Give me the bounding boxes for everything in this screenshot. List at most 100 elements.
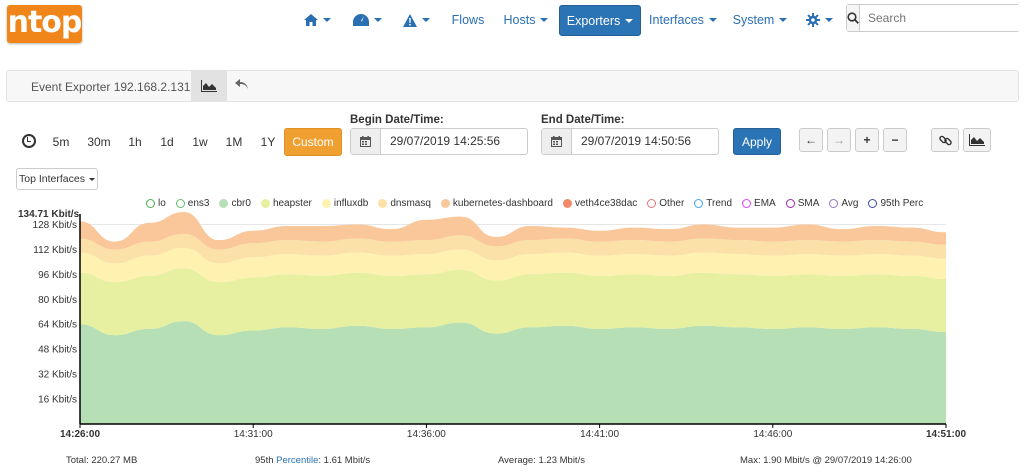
legend-item[interactable]: influxdb	[321, 196, 368, 210]
series-area	[80, 247, 946, 283]
alerts-menu[interactable]	[396, 5, 436, 35]
legend-swatch	[260, 198, 270, 208]
legend-item[interactable]: kubernetes-dashboard	[440, 196, 553, 210]
back-icon[interactable]	[235, 77, 253, 95]
range-1h[interactable]: 1h	[128, 135, 142, 149]
y-tick-label: 128 Kbit/s	[33, 220, 77, 231]
gear-icon	[805, 13, 820, 27]
legend-swatch	[146, 198, 155, 208]
legend-item[interactable]: heapster	[260, 196, 312, 210]
settings-menu[interactable]	[802, 5, 836, 35]
legend-item[interactable]: EMA	[742, 196, 776, 210]
legend-item[interactable]: Other	[647, 196, 684, 210]
footer-perc-value: : 1.61 Mbit/s	[318, 455, 371, 466]
legend-label: SMA	[797, 197, 820, 209]
arrow-left-icon: ←	[805, 133, 817, 147]
end-datetime-input[interactable]: 29/07/2019 14:50:56	[581, 134, 692, 148]
legend-swatch	[562, 198, 572, 208]
search-button[interactable]	[847, 5, 860, 31]
search-box	[846, 4, 1023, 32]
traffic-chart: 134.71 Kbit/s 16 Kbit/s 32 Kbit/s 48 Kbit/s…	[18, 209, 966, 440]
home-menu[interactable]	[298, 5, 336, 35]
range-1w[interactable]: 1w	[192, 135, 208, 149]
arrow-right-icon: →	[833, 133, 845, 147]
x-tick-label: 14:36:00	[407, 429, 446, 440]
zoom-out-button[interactable]: −	[883, 128, 907, 152]
y-tick-label: 48 Kbit/s	[38, 345, 77, 356]
legend-item[interactable]: ens3	[175, 196, 210, 210]
legend-label: ens3	[187, 197, 210, 209]
plus-icon: +	[863, 133, 871, 147]
legend-label: kubernetes-dashboard	[452, 197, 553, 209]
legend-label: veth4ce38dac	[574, 197, 638, 209]
zoom-in-button[interactable]: +	[855, 128, 879, 152]
calendar-icon[interactable]	[542, 129, 572, 154]
y-tick-label: 96 Kbit/s	[38, 270, 77, 281]
begin-datetime-input[interactable]: 29/07/2019 14:25:56	[390, 134, 501, 148]
top-interfaces-label: Top Interfaces	[19, 173, 85, 185]
nav-flows[interactable]: Flows	[451, 13, 485, 27]
legend-label: cbr0	[231, 197, 251, 209]
legend-label: heapster	[272, 197, 312, 209]
breadcrumb-bar: Event Exporter 192.168.2.131	[6, 70, 1019, 102]
y-tick-label: 80 Kbit/s	[38, 295, 77, 306]
legend-label: EMA	[754, 197, 776, 209]
exporter-title: Event Exporter 192.168.2.131	[31, 80, 191, 94]
begin-label: Begin Date/Time:	[350, 114, 444, 126]
legend-swatch	[868, 198, 878, 208]
range-custom[interactable]: Custom	[284, 128, 342, 156]
end-label: End Date/Time:	[541, 114, 625, 126]
begin-datetime: 29/07/2019 14:25:56	[350, 128, 528, 155]
legend-item[interactable]: Trend	[694, 196, 732, 210]
nav-system[interactable]: System	[730, 5, 790, 35]
legend-swatch	[742, 198, 752, 208]
x-tick-label: 14:41:00	[580, 429, 619, 440]
legend-item[interactable]: 95th Perc	[868, 196, 923, 210]
search-input[interactable]	[860, 5, 1023, 31]
calendar-icon[interactable]	[351, 129, 381, 154]
range-1d[interactable]: 1d	[160, 135, 174, 149]
shift-forward-button[interactable]: →	[827, 128, 851, 152]
y-max-label: 134.71 Kbit/s	[18, 209, 80, 220]
link-icon	[938, 135, 952, 145]
legend-swatch	[694, 198, 704, 208]
legend-item[interactable]: veth4ce38dac	[562, 196, 638, 210]
top-navbar: ntop Flows Hosts Exporters Interfaces Sy…	[0, 0, 1024, 44]
legend-item[interactable]: Avg	[829, 196, 858, 210]
ntop-logo[interactable]: ntop	[7, 5, 82, 43]
x-tick-label: 14:51:00	[926, 429, 966, 440]
top-interfaces-dropdown[interactable]: Top Interfaces	[16, 168, 98, 190]
legend-swatch	[175, 198, 185, 208]
nav-interfaces[interactable]: Interfaces	[648, 5, 718, 35]
legend-label: Avg	[841, 197, 859, 209]
nav-exporters-label: Exporters	[566, 13, 621, 28]
apply-button[interactable]: Apply	[733, 128, 781, 155]
nav-exporters[interactable]: Exporters	[559, 5, 641, 36]
percentile-link[interactable]: Percentile	[276, 455, 319, 466]
legend-item[interactable]: SMA	[785, 196, 820, 210]
range-5m[interactable]: 5m	[52, 135, 70, 149]
minus-icon: −	[891, 133, 899, 147]
chart-type-button[interactable]	[963, 128, 991, 152]
nav-hosts[interactable]: Hosts	[500, 5, 552, 35]
chart-tab[interactable]	[191, 71, 227, 101]
range-30m[interactable]: 30m	[87, 135, 111, 149]
range-1M[interactable]: 1M	[225, 135, 243, 149]
y-tick-label: 16 Kbit/s	[38, 395, 77, 406]
legend-item[interactable]: cbr0	[219, 196, 251, 210]
series-area	[80, 211, 946, 250]
shift-back-button[interactable]: ←	[799, 128, 823, 152]
x-tick-label: 14:26:00	[60, 429, 100, 440]
nav-interfaces-label: Interfaces	[649, 13, 704, 27]
series-area	[80, 321, 946, 424]
dashboard-menu[interactable]	[346, 5, 388, 35]
legend-swatch	[321, 198, 331, 208]
legend-item[interactable]: dnsmasq	[378, 196, 431, 210]
series-area	[80, 233, 946, 264]
x-tick-label: 14:31:00	[234, 429, 273, 440]
y-tick-label: 32 Kbit/s	[38, 370, 77, 381]
footer-max: Max: 1.90 Mbit/s @ 29/07/2019 14:26:00	[740, 455, 912, 466]
permalink-button[interactable]	[931, 128, 959, 152]
range-1Y[interactable]: 1Y	[260, 135, 276, 149]
legend-item[interactable]: lo	[146, 196, 166, 210]
